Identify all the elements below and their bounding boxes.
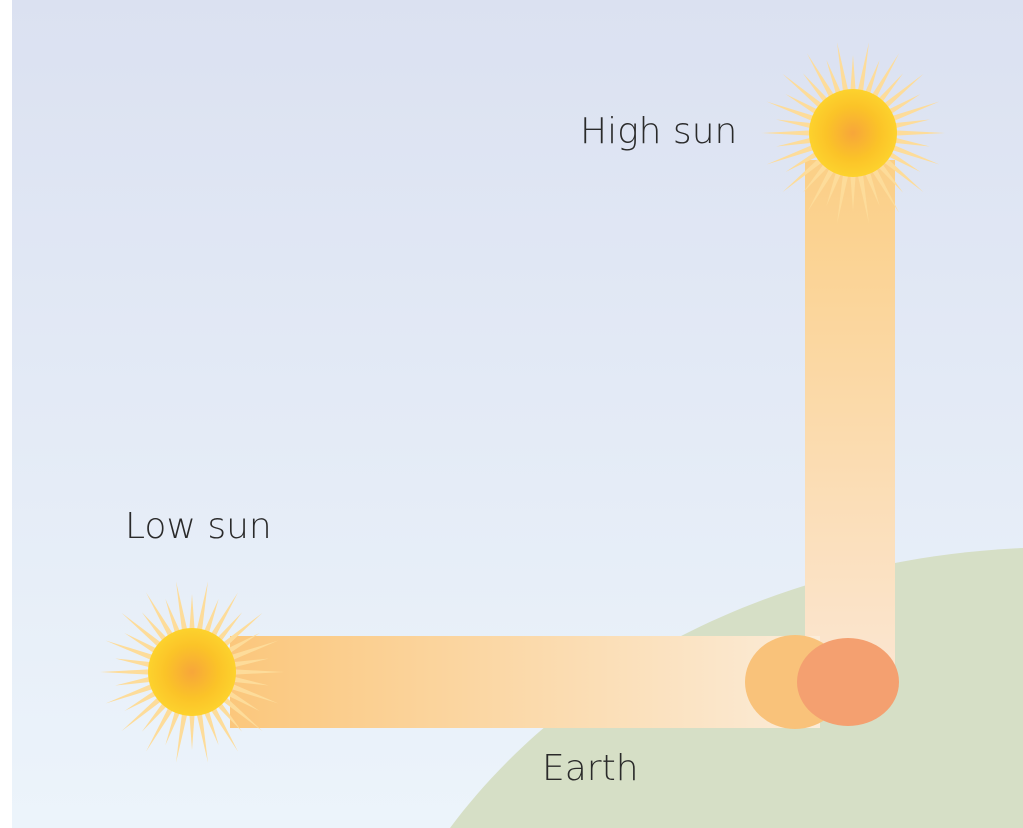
sun-ray [891, 137, 930, 147]
sun-ray [141, 612, 169, 644]
sun-ray [176, 710, 188, 763]
sun-ray [889, 144, 940, 165]
sun-ray [785, 94, 820, 116]
sun-ray [225, 689, 260, 711]
sun-ray [857, 42, 869, 95]
sun-ray [225, 633, 260, 655]
sun-ray [886, 150, 921, 172]
low-sun-icon [100, 581, 284, 763]
sun-ray [165, 708, 181, 746]
high-sun-label: High sun [580, 111, 737, 152]
sun-ray [864, 59, 880, 97]
sun-ray [881, 156, 924, 193]
sun-ray [870, 166, 899, 213]
sun-ray [124, 689, 159, 711]
sun-ray [776, 119, 815, 129]
sun-ray [876, 73, 904, 105]
sun-ray [230, 658, 269, 668]
sun-ray [870, 53, 899, 100]
sun-ray [209, 592, 238, 639]
sun-ray [826, 169, 842, 207]
sun-ray [881, 73, 924, 110]
sun-ray [802, 161, 830, 193]
sun-ray [782, 156, 825, 193]
sun-ray [850, 172, 856, 211]
sun-ray [141, 700, 169, 732]
sun-ray [121, 695, 164, 732]
high-sun-icon [761, 42, 945, 224]
sun-ray [837, 42, 849, 95]
sun-ray [209, 705, 238, 752]
sun-ray [892, 130, 945, 136]
sun-ray [857, 171, 869, 224]
high-sun-spot [797, 638, 899, 726]
sun-ray [105, 640, 156, 661]
sun-ray [215, 612, 243, 644]
sun-ray [850, 55, 856, 94]
sun-ray [189, 711, 195, 750]
sun-ray [176, 581, 188, 634]
sun-ray [785, 150, 820, 172]
sun-ray [220, 612, 263, 649]
sun-ray [105, 683, 156, 704]
sun-ray [761, 130, 814, 136]
sun-ray [228, 683, 279, 704]
sun-ray [230, 676, 269, 686]
sun-ray [802, 73, 830, 105]
sun-ray [807, 53, 836, 100]
sun-ray [215, 700, 243, 732]
sun-ray [776, 137, 815, 147]
sun-ray [886, 94, 921, 116]
earth-label: Earth [542, 748, 639, 789]
sun-ray [807, 166, 836, 213]
sun-ray [100, 669, 153, 675]
sun-ray [826, 59, 842, 97]
low-sun-label: Low sun [125, 506, 272, 547]
sun-ray [115, 676, 154, 686]
sun-ray [196, 710, 208, 763]
sun-ray [766, 101, 817, 122]
sun-ray [782, 73, 825, 110]
sun-ray [203, 598, 219, 636]
sun-ray [189, 594, 195, 633]
sun-ray [203, 708, 219, 746]
sun-ray [889, 101, 940, 122]
sun-ray [891, 119, 930, 129]
sun-ray [220, 695, 263, 732]
sun-disc [148, 628, 236, 716]
sun-ray [231, 669, 284, 675]
sun-ray [146, 592, 175, 639]
sun-ray [146, 705, 175, 752]
sun-ray [876, 161, 904, 193]
sun-ray [121, 612, 164, 649]
sun-ray [196, 581, 208, 634]
sun-disc [809, 89, 897, 177]
low-sun-beam [230, 636, 820, 728]
high-sun-beam [805, 160, 895, 685]
sun-ray [124, 633, 159, 655]
sun-ray [228, 640, 279, 661]
sun-ray [165, 598, 181, 636]
sun-ray [864, 169, 880, 207]
sun-ray [115, 658, 154, 668]
sun-ray [837, 171, 849, 224]
sun-ray [766, 144, 817, 165]
